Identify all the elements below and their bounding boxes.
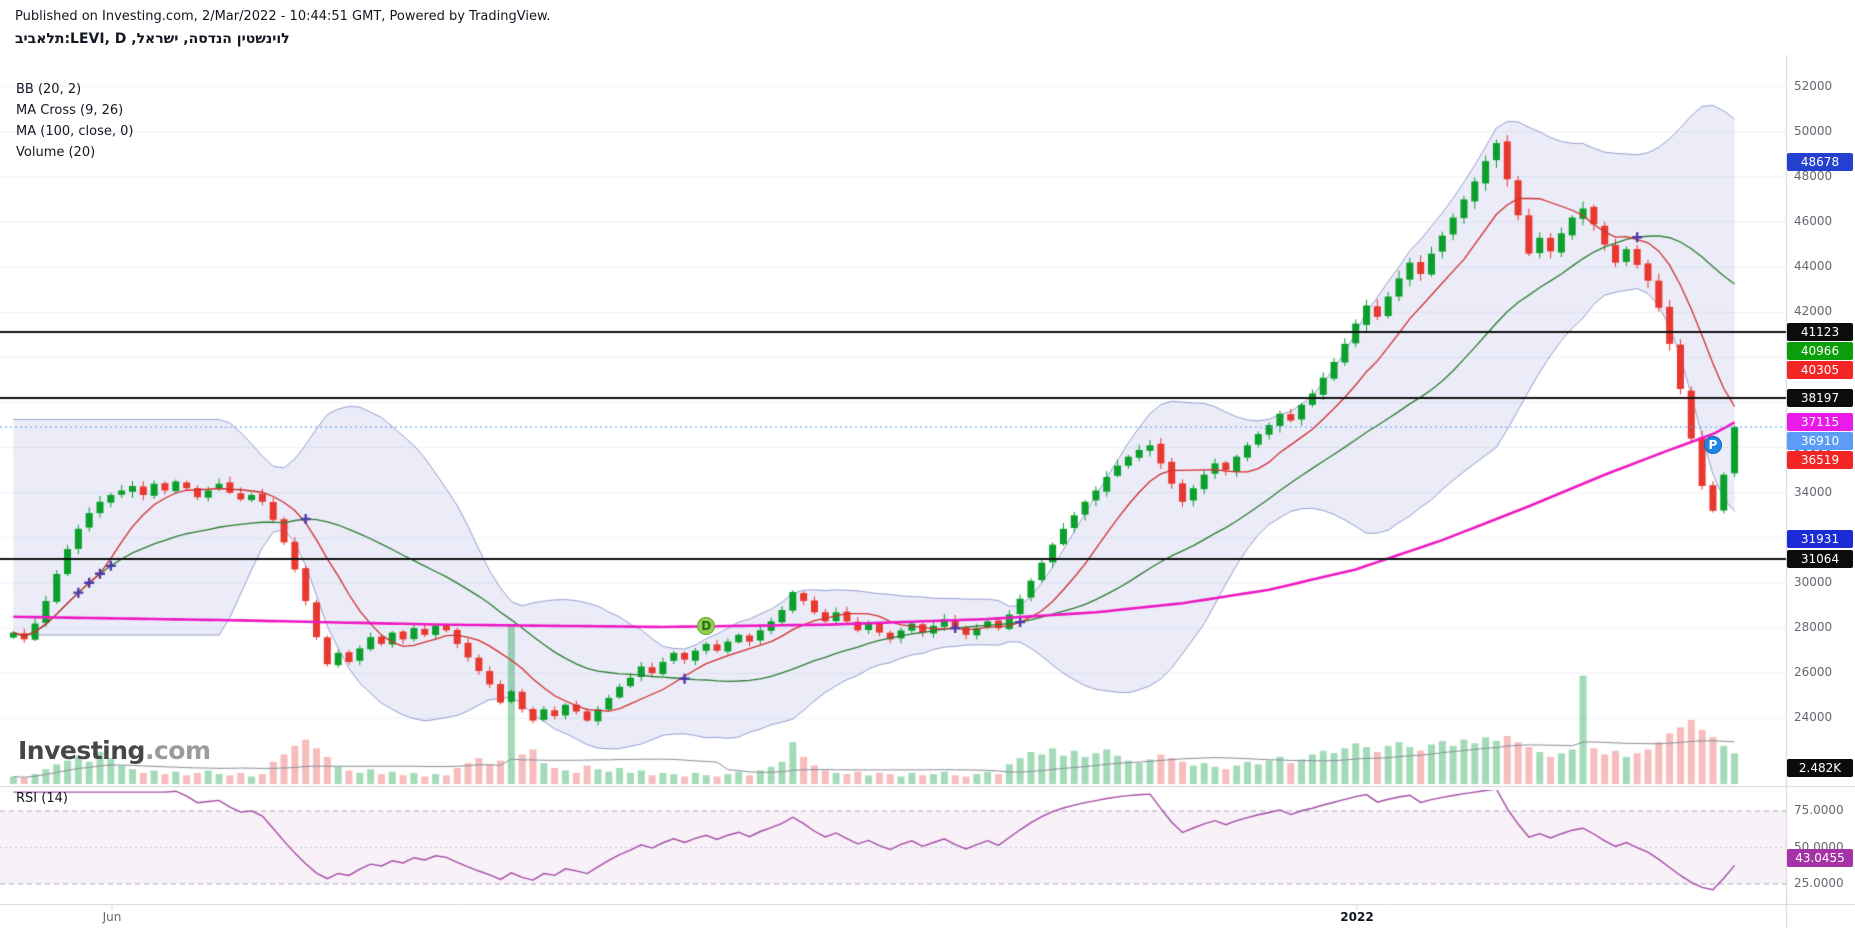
price-badge: 2.482K <box>1787 759 1853 777</box>
price-badge: 31931 <box>1787 530 1853 549</box>
price-tick-label: 26000 <box>1794 665 1833 680</box>
rsi-tick-label: 25.0000 <box>1794 876 1844 890</box>
price-tick-label: 52000 <box>1794 78 1833 93</box>
legend-bb[interactable]: BB (20, 2) <box>16 82 82 97</box>
price-tick-label: 30000 <box>1794 574 1833 589</box>
price-badge: 36519 <box>1787 451 1853 470</box>
investing-logo-light: .com <box>144 736 211 765</box>
price-tick-label: 24000 <box>1794 710 1833 725</box>
price-tick-label: 48000 <box>1794 168 1833 183</box>
symbol-title: תלאביב:LEVI, D ,לוינשטין הנדסה, ישראל <box>15 31 290 47</box>
published-line: Published on Investing.com, 2/Mar/2022 -… <box>15 9 551 24</box>
price-tick-label: 46000 <box>1794 214 1833 229</box>
event-marker-p[interactable]: P <box>1703 436 1722 455</box>
legend-rsi[interactable]: RSI (14) <box>16 791 68 806</box>
price-tick-label: 50000 <box>1794 123 1833 138</box>
price-badge: 41123 <box>1787 323 1853 342</box>
price-tick-label: 42000 <box>1794 304 1833 319</box>
price-tick-label: 34000 <box>1794 484 1833 499</box>
dividend-marker[interactable]: D <box>697 617 716 636</box>
price-badge: 40966 <box>1787 342 1853 361</box>
price-badge: 40305 <box>1787 361 1853 380</box>
rsi-tick-label: 75.0000 <box>1794 803 1844 817</box>
rsi-value-badge: 43.0455 <box>1787 848 1853 867</box>
price-tick-label: 28000 <box>1794 620 1833 635</box>
time-axis-label: Jun <box>102 910 122 924</box>
price-badge: 38197 <box>1787 389 1853 408</box>
price-tick-label: 44000 <box>1794 259 1833 274</box>
legend-ma-cross[interactable]: MA Cross (9, 26) <box>16 103 124 118</box>
price-badge: 48678 <box>1787 152 1853 171</box>
price-badge: 37115 <box>1787 413 1853 432</box>
price-badge: 36910 <box>1787 432 1853 451</box>
legend-ma100[interactable]: MA (100, close, 0) <box>16 124 134 139</box>
investing-logo-bold: Investing <box>18 736 145 765</box>
investing-logo: Investing.com <box>18 736 211 765</box>
time-axis-label: 2022 <box>1340 910 1374 924</box>
price-badge: 31064 <box>1787 549 1853 568</box>
legend-volume[interactable]: Volume (20) <box>16 145 96 160</box>
